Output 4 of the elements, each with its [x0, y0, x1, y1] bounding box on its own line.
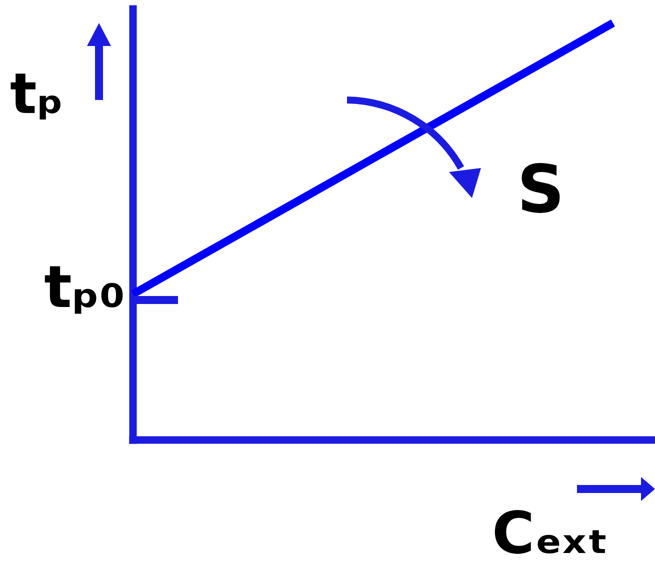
y-axis-title: tₚ: [10, 62, 64, 127]
x-axis-title: Cₑₓₜ: [492, 499, 609, 567]
annotation: tₚ₀: [44, 253, 125, 321]
annotation: S: [517, 151, 565, 228]
